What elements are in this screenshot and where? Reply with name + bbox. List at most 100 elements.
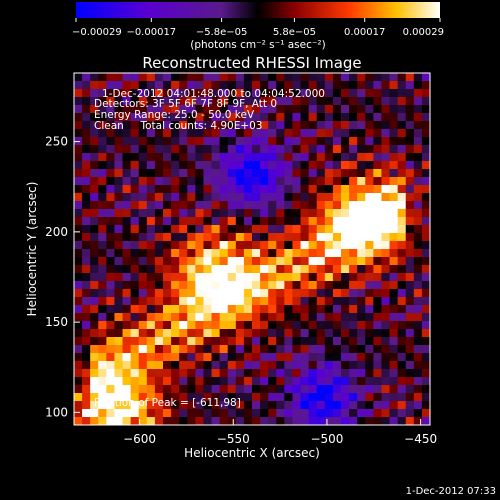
heatmap-cell <box>405 113 415 122</box>
heatmap-cell <box>163 201 172 210</box>
heatmap-cell <box>187 217 196 226</box>
heatmap-cell <box>308 121 318 130</box>
heatmap-cell <box>292 393 301 402</box>
heatmap-cell <box>292 361 301 370</box>
heatmap-cell <box>179 281 188 290</box>
heatmap-cell <box>171 361 180 370</box>
heatmap-cell <box>413 369 423 378</box>
heatmap-cell <box>349 409 358 418</box>
heatmap-cell <box>195 185 204 194</box>
heatmap-cell <box>276 417 285 426</box>
heatmap-cell <box>300 305 310 314</box>
heatmap-cell <box>373 241 382 250</box>
heatmap-cell <box>268 281 277 290</box>
heatmap-cell <box>324 313 334 322</box>
heatmap-cell <box>381 361 390 370</box>
heatmap-cell <box>324 289 334 298</box>
heatmap-cell <box>130 281 140 290</box>
heatmap-cell <box>146 137 156 146</box>
heatmap-cell <box>260 193 269 202</box>
heatmap-cell <box>114 361 123 370</box>
heatmap-cell <box>268 241 277 250</box>
heatmap-cell <box>235 73 245 82</box>
heatmap-cell <box>171 353 180 362</box>
heatmap-cell <box>74 177 83 186</box>
heatmap-cell <box>187 185 196 194</box>
heatmap-cell <box>122 73 132 82</box>
heatmap-cell <box>292 97 301 106</box>
heatmap-cell <box>219 265 229 274</box>
heatmap-cell <box>82 249 91 258</box>
heatmap-cell <box>211 305 221 314</box>
heatmap-cell <box>211 353 221 362</box>
heatmap-cell <box>130 273 140 282</box>
heatmap-cell <box>219 105 229 114</box>
heatmap-cell <box>90 313 99 322</box>
heatmap-cell <box>163 289 172 298</box>
heatmap-cell <box>324 241 334 250</box>
heatmap-cell <box>341 121 350 130</box>
heatmap-cell <box>235 305 245 314</box>
heatmap-cell <box>203 417 212 426</box>
heatmap-cell <box>332 97 342 106</box>
heatmap-cell <box>195 97 204 106</box>
heatmap-cell <box>405 241 415 250</box>
heatmap-cell <box>381 377 390 386</box>
heatmap-cell <box>373 145 382 154</box>
heatmap-cell <box>349 417 358 426</box>
heatmap-cell <box>243 353 253 362</box>
heatmap-cell <box>316 233 326 242</box>
heatmap-cell <box>308 289 318 298</box>
heatmap-cell <box>163 241 172 250</box>
heatmap-cell <box>130 217 140 226</box>
heatmap-cell <box>106 105 115 114</box>
heatmap-cell <box>130 233 140 242</box>
heatmap-cell <box>195 281 204 290</box>
heatmap-cell <box>341 177 350 186</box>
heatmap-cell <box>268 273 277 282</box>
heatmap-cell <box>195 73 204 82</box>
heatmap-cell <box>300 233 310 242</box>
heatmap-cell <box>397 145 407 154</box>
heatmap-cell <box>260 313 269 322</box>
heatmap-cell <box>373 137 382 146</box>
heatmap-cell <box>268 193 277 202</box>
heatmap-cell <box>211 97 221 106</box>
colorbar-tick-label: 5.8e−05 <box>273 27 316 38</box>
heatmap-cell <box>227 81 237 90</box>
heatmap-cell <box>397 321 407 330</box>
heatmap-cell <box>82 369 91 378</box>
heatmap-cell <box>324 89 334 98</box>
heatmap-cell <box>389 321 399 330</box>
heatmap-cell <box>203 353 212 362</box>
heatmap-cell <box>146 313 156 322</box>
heatmap-cell <box>341 241 350 250</box>
heatmap-cell <box>357 305 366 314</box>
heatmap-cell <box>292 369 301 378</box>
heatmap-cell <box>138 121 148 130</box>
heatmap-cell <box>219 129 229 138</box>
heatmap-cell <box>268 185 277 194</box>
heatmap-cell <box>114 273 123 282</box>
heatmap-cell <box>349 377 358 386</box>
heatmap-cell <box>389 113 399 122</box>
heatmap-cell <box>130 249 140 258</box>
heatmap-cell <box>300 377 310 386</box>
heatmap-cell <box>106 273 115 282</box>
heatmap-cell <box>98 385 107 394</box>
heatmap-cell <box>365 209 374 218</box>
heatmap-cell <box>373 113 382 122</box>
heatmap-cell <box>171 249 180 258</box>
heatmap-cell <box>138 289 148 298</box>
heatmap-cell <box>308 129 318 138</box>
heatmap-cell <box>114 409 123 418</box>
heatmap-cell <box>195 361 204 370</box>
heatmap-cell <box>227 129 237 138</box>
heatmap-cell <box>130 289 140 298</box>
heatmap-cell <box>421 313 431 322</box>
heatmap-cell <box>373 185 382 194</box>
heatmap-cell <box>357 105 366 114</box>
heatmap-cell <box>179 105 188 114</box>
heatmap-cell <box>114 401 123 410</box>
